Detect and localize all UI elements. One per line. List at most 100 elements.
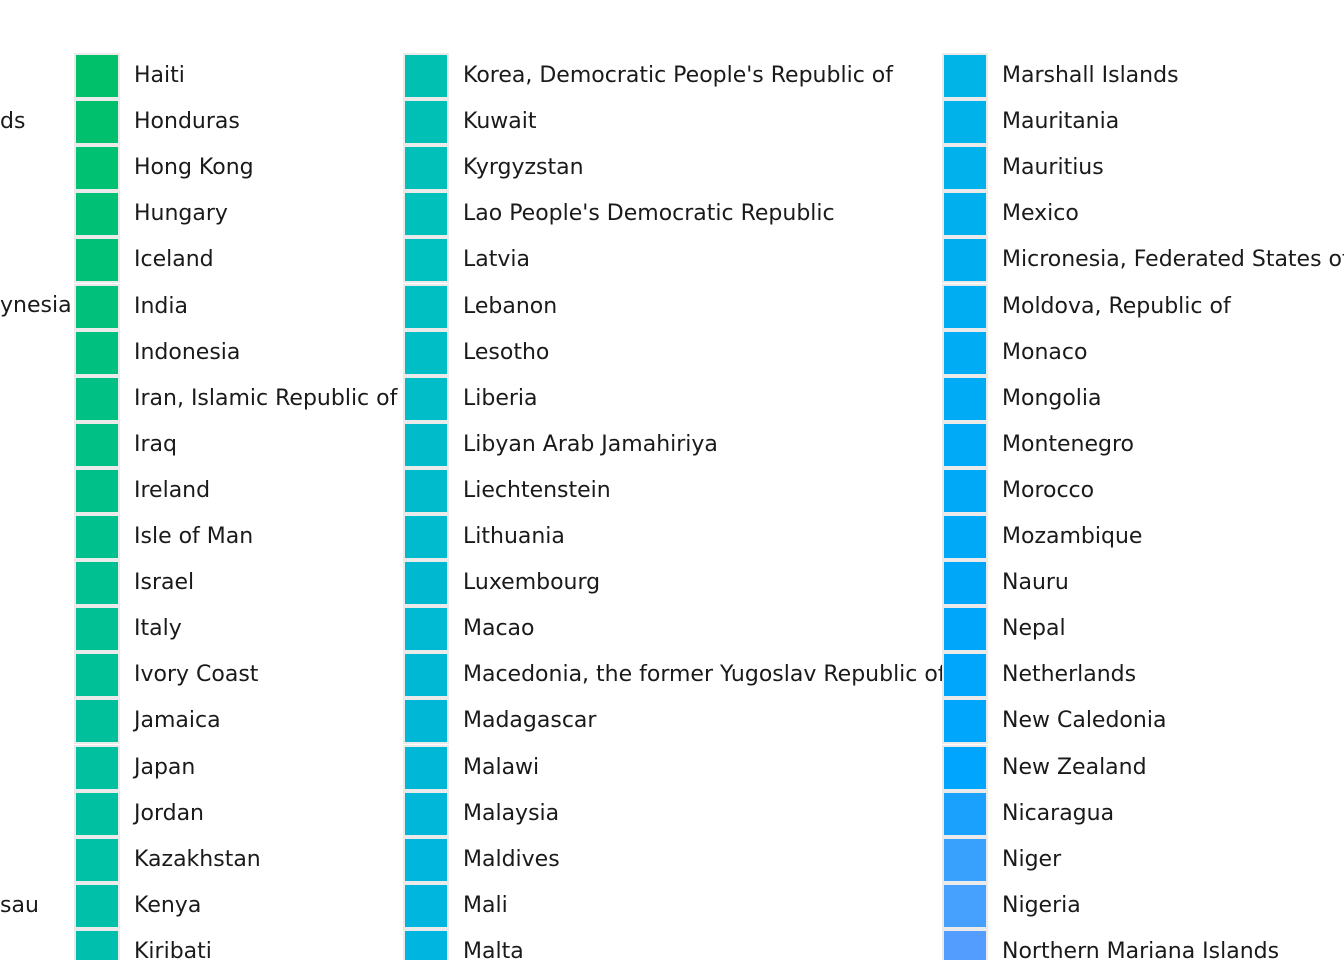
legend-label: Korea, Democratic People's Republic of (463, 63, 893, 88)
legend-swatch (74, 375, 120, 422)
legend-swatch (403, 421, 449, 468)
legend-label: Niger (1002, 846, 1062, 872)
legend-swatch (74, 145, 120, 192)
legend-label: Jamaica (134, 708, 221, 734)
legend-item: Northern Mariana Islands (0, 928, 1344, 960)
legend-swatch (403, 283, 449, 330)
legend-label: Hungary (134, 201, 228, 227)
legend-label: Micronesia, Federated States of (1002, 247, 1344, 273)
legend-item: Mozambique (0, 514, 1344, 560)
legend-item: Korea, Democratic People's Republic of (0, 53, 1344, 99)
legend-swatch (74, 329, 120, 376)
legend-item: Micronesia, Federated States of (0, 237, 1344, 284)
legend-swatch (942, 560, 988, 607)
legend-item: Luxembourg (0, 560, 1344, 607)
legend-swatch (403, 99, 449, 146)
legend-label: Kyrgyzstan (463, 155, 584, 181)
legend-swatch (942, 237, 988, 284)
legend-item: Monaco (0, 329, 1344, 376)
legend-label: Kenya (134, 892, 202, 918)
legend-item: Jordan (0, 790, 1344, 837)
legend-label: Montenegro (1002, 431, 1135, 457)
legend-item: Mali (0, 882, 1344, 929)
legend-swatch (403, 698, 449, 745)
legend-item: Kuwait (0, 99, 1344, 146)
legend-swatch (74, 53, 120, 99)
legend-swatch (942, 145, 988, 192)
legend-item: Mauritania (0, 99, 1344, 146)
legend-label: Ireland (134, 477, 211, 503)
legend-label: Latvia (463, 247, 530, 273)
legend-label: Lithuania (463, 524, 565, 549)
legend-swatch (403, 467, 449, 514)
legend-item: Lithuania (0, 514, 1344, 560)
legend-swatch (403, 606, 449, 653)
legend-label: Isle of Man (134, 524, 254, 549)
legend-item: Madagascar (0, 698, 1344, 745)
legend-swatch (942, 652, 988, 699)
legend-item: Lesotho (0, 329, 1344, 376)
legend-item: Iran, Islamic Republic of (0, 375, 1344, 422)
legend-label: Malaysia (463, 800, 560, 826)
legend-swatch (942, 882, 988, 929)
legend-label: ynesia (0, 293, 72, 319)
legend-item: Nigeria (0, 882, 1344, 929)
legend-swatch (942, 53, 988, 99)
legend-label: Israel (134, 570, 195, 596)
legend-label: Marshall Islands (1002, 63, 1179, 88)
legend-label: Monaco (1002, 339, 1088, 365)
legend-swatch (403, 329, 449, 376)
legend-item: Mongolia (0, 375, 1344, 422)
legend-item: New Zealand (0, 744, 1344, 791)
legend-label: Maldives (463, 846, 560, 872)
legend-item: Kiribati (0, 928, 1344, 960)
legend-swatch (942, 790, 988, 837)
legend-item: Honduras (0, 99, 1344, 146)
legend-item: Liechtenstein (0, 467, 1344, 514)
legend-label: Mongolia (1002, 385, 1102, 411)
legend-swatch (942, 698, 988, 745)
legend-label: ds (0, 109, 26, 134)
legend-item: Macao (0, 606, 1344, 653)
legend-label: New Caledonia (1002, 708, 1167, 734)
legend-label: Iran, Islamic Republic of (134, 385, 398, 411)
legend-label: Nigeria (1002, 892, 1081, 918)
legend-label: Iceland (134, 247, 214, 273)
legend-swatch (942, 606, 988, 653)
legend-label: Nicaragua (1002, 800, 1115, 826)
legend-swatch (942, 836, 988, 883)
legend-label: Mauritania (1002, 109, 1120, 135)
legend-item: sau (0, 883, 1344, 929)
legend-label: Haiti (134, 63, 185, 88)
legend-swatch (942, 467, 988, 514)
legend-swatch (403, 744, 449, 791)
legend-label: Moldova, Republic of (1002, 293, 1231, 319)
legend-swatch (74, 606, 120, 653)
legend-label: Macao (463, 616, 535, 642)
legend-swatch (942, 99, 988, 146)
legend-item: Italy (0, 606, 1344, 653)
legend-label: Mauritius (1002, 155, 1104, 181)
legend-item: Marshall Islands (0, 53, 1344, 99)
legend-item: Kyrgyzstan (0, 145, 1344, 192)
legend-label: Italy (134, 616, 182, 642)
legend-swatch (74, 467, 120, 514)
legend-label: Mali (463, 892, 508, 918)
legend-label: Mozambique (1002, 524, 1143, 549)
legend-label: Hong Kong (134, 155, 254, 181)
legend-swatch (403, 836, 449, 883)
legend-label: Lesotho (463, 339, 550, 365)
legend-label: Indonesia (134, 339, 241, 365)
legend-item: Lao People's Democratic Republic (0, 191, 1344, 238)
legend-item: Morocco (0, 467, 1344, 514)
legend-item: New Caledonia (0, 698, 1344, 745)
legend-swatch (403, 560, 449, 607)
legend-swatch (942, 744, 988, 791)
legend-swatch (74, 99, 120, 146)
legend-swatch (942, 191, 988, 238)
legend-item: Moldova, Republic of (0, 283, 1344, 330)
legend-label: India (134, 293, 188, 319)
legend-label: Northern Mariana Islands (1002, 938, 1280, 960)
legend-item: Kazakhstan (0, 836, 1344, 883)
